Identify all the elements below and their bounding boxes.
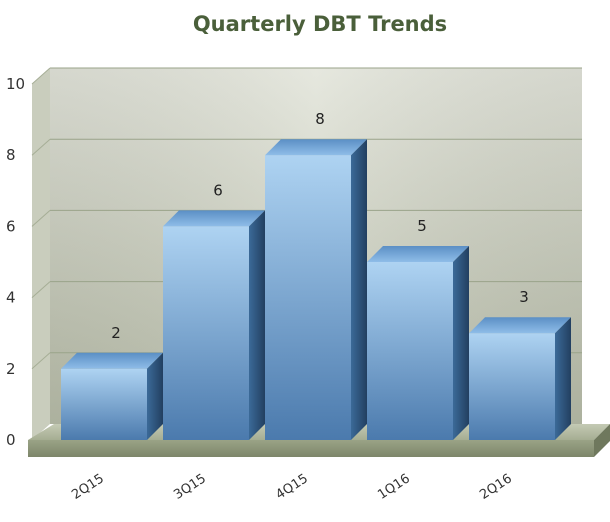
bar-side bbox=[453, 246, 469, 440]
data-label: 3 bbox=[519, 288, 529, 306]
bar-front bbox=[367, 262, 453, 440]
data-labels: 2 6 8 5 3 bbox=[111, 110, 529, 342]
bar-side bbox=[147, 352, 163, 440]
data-label: 2 bbox=[111, 324, 121, 342]
y-tick-label: 2 bbox=[6, 360, 16, 378]
y-axis-ticks: 0 2 4 6 8 10 bbox=[6, 75, 25, 449]
bar-top bbox=[61, 352, 163, 369]
bar-side bbox=[351, 139, 367, 440]
gridline-side bbox=[31, 138, 51, 156]
y-tick-label: 6 bbox=[6, 217, 16, 235]
bar bbox=[163, 210, 265, 440]
floor-front bbox=[28, 440, 594, 457]
y-tick-label: 4 bbox=[6, 289, 16, 307]
gridline-side bbox=[31, 210, 51, 227]
data-label: 6 bbox=[213, 181, 223, 199]
x-tick-label: 1Q16 bbox=[375, 471, 413, 503]
bar bbox=[469, 317, 571, 440]
bar-front bbox=[61, 368, 147, 440]
bar bbox=[265, 139, 367, 440]
x-tick-label: 2Q15 bbox=[69, 471, 107, 503]
x-tick-label: 3Q15 bbox=[171, 471, 209, 503]
y-tick-label: 0 bbox=[6, 431, 16, 449]
y-tick-label: 8 bbox=[6, 146, 16, 164]
bar-side bbox=[249, 210, 265, 440]
bar-side bbox=[555, 317, 571, 440]
data-label: 5 bbox=[417, 217, 427, 235]
x-tick-label: 2Q16 bbox=[477, 471, 515, 503]
bar-top bbox=[163, 210, 265, 227]
bar bbox=[61, 352, 163, 440]
chart-title: Quarterly DBT Trends bbox=[193, 12, 447, 36]
bar-front bbox=[163, 226, 249, 440]
data-label: 8 bbox=[315, 110, 325, 128]
bar-top bbox=[265, 139, 367, 156]
bar bbox=[367, 246, 469, 440]
bar-top bbox=[367, 246, 469, 262]
x-tick-label: 4Q15 bbox=[273, 471, 311, 503]
side-wall bbox=[32, 68, 50, 440]
gridline-side bbox=[31, 352, 51, 370]
x-axis-ticks: 2Q15 3Q15 4Q15 1Q16 2Q16 bbox=[69, 471, 515, 503]
bar-front bbox=[469, 333, 555, 440]
bar-top bbox=[469, 317, 571, 334]
floor-side bbox=[594, 424, 610, 457]
gridline-side bbox=[31, 67, 51, 85]
bar-front bbox=[265, 155, 351, 440]
y-tick-label: 10 bbox=[6, 75, 25, 93]
bars bbox=[61, 139, 571, 440]
gridline-side bbox=[31, 281, 51, 298]
